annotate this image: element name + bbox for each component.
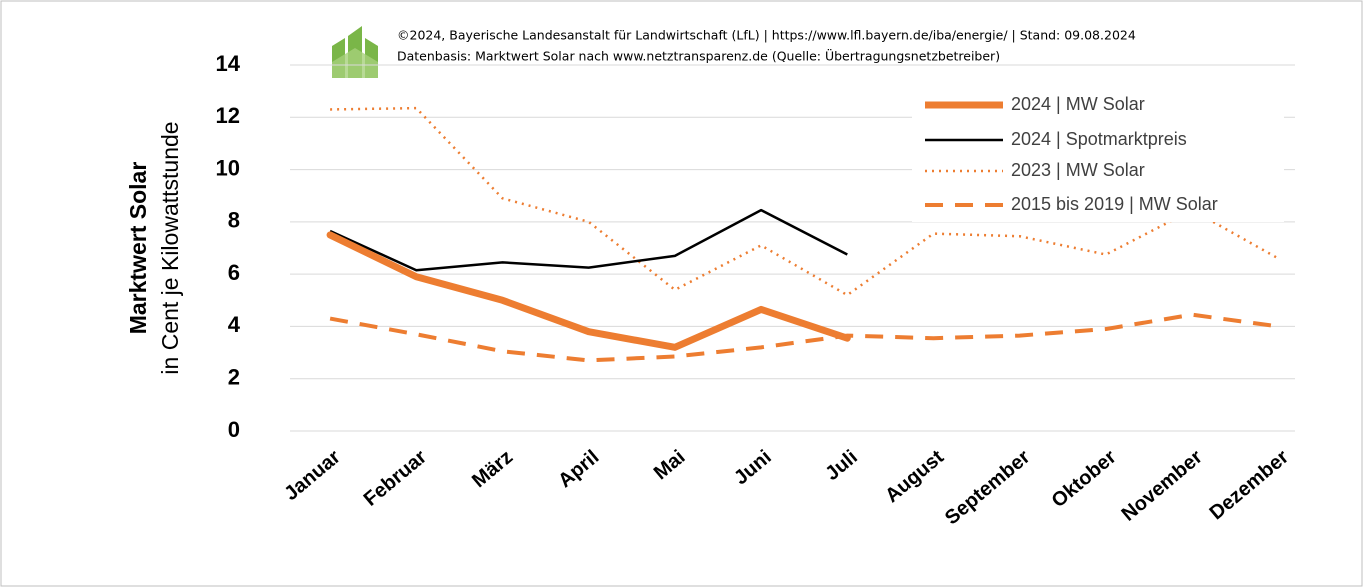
series-line xyxy=(329,312,1279,363)
header-line: ©2024, Bayerische Landesanstalt für Land… xyxy=(397,28,1136,43)
y-tick-label: 4 xyxy=(228,312,241,337)
y-tick-label: 6 xyxy=(228,260,240,285)
legend-label: 2023 | MW Solar xyxy=(1011,160,1145,180)
y-tick-label: 14 xyxy=(216,51,241,76)
y-tick-label: 10 xyxy=(216,155,240,180)
series-line xyxy=(326,231,851,351)
series-line xyxy=(330,106,1279,297)
legend-label: 2015 bis 2019 | MW Solar xyxy=(1011,194,1218,214)
y-axis-sublabel: in Cent je Kilowattstunde xyxy=(157,121,183,374)
legend-box xyxy=(912,88,1284,222)
y-tick-label: 8 xyxy=(228,208,240,233)
legend-label: 2024 | Spotmarktpreis xyxy=(1011,129,1187,149)
legend-label: 2024 | MW Solar xyxy=(1011,94,1145,114)
y-tick-label: 0 xyxy=(228,417,240,442)
logo xyxy=(332,26,378,78)
y-tick-label: 12 xyxy=(216,103,240,128)
y-tick-label: 2 xyxy=(228,365,240,390)
header-line: Datenbasis: Marktwert Solar nach www.net… xyxy=(397,48,1000,64)
series-line xyxy=(329,208,848,272)
y-axis-label: Marktwert Solar xyxy=(125,162,151,335)
